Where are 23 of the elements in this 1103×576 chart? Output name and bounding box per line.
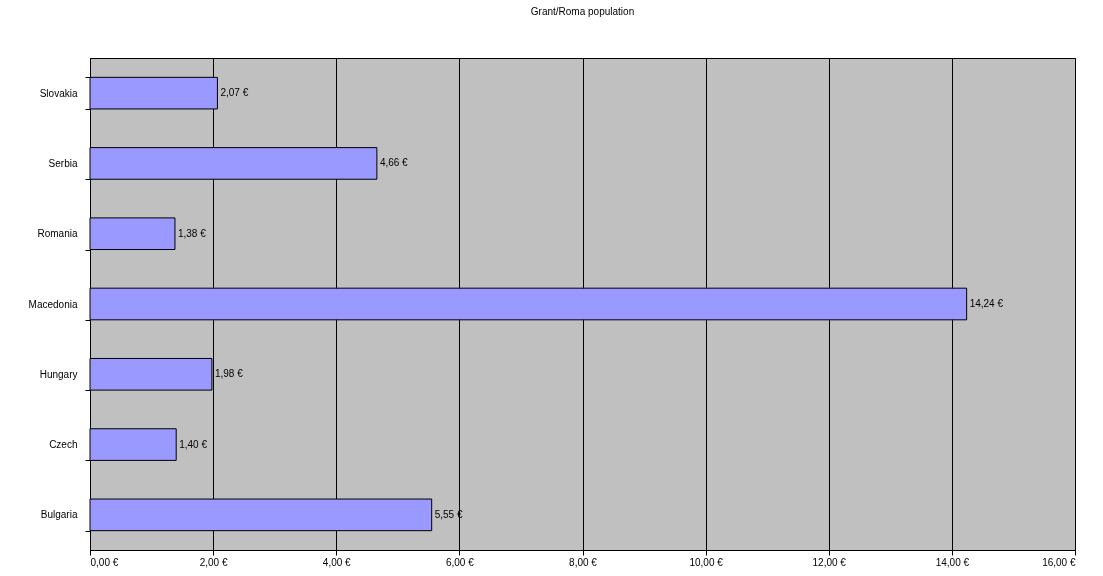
data-label: 14,24 € — [969, 298, 1004, 309]
data-label: 4,66 € — [379, 157, 409, 169]
x-tick-label: 14,00 € — [935, 556, 970, 568]
y-tick-label: Czech — [49, 439, 78, 451]
x-tick-label: 2,00 € — [199, 556, 228, 568]
x-tick-label: 4,00 € — [322, 556, 352, 568]
y-tick-label: Serbia — [48, 157, 78, 169]
x-tick-label: 6,00 € — [445, 556, 475, 568]
x-tick-label: 10,00 € — [689, 556, 724, 568]
data-label: 1,98 € — [214, 368, 244, 380]
y-tick-label: Slovakia — [39, 87, 78, 99]
y-tick-label: Hungary — [39, 368, 78, 380]
x-tick-label: 12,00 € — [812, 556, 847, 568]
chart-title: Grant/Roma population — [530, 6, 635, 17]
y-tick-label: Romania — [37, 228, 78, 240]
y-tick-label: Bulgaria — [40, 509, 78, 521]
data-label: 1,40 € — [179, 438, 208, 450]
x-tick-label: 8,00 € — [569, 556, 598, 568]
x-tick-label: 16,00 € — [1042, 556, 1076, 568]
data-label: 2,07 € — [220, 87, 249, 99]
y-tick-label: Macedonia — [28, 298, 78, 310]
data-label: 1,38 € — [177, 227, 207, 239]
x-tick-label: 0,00 € — [90, 556, 119, 568]
